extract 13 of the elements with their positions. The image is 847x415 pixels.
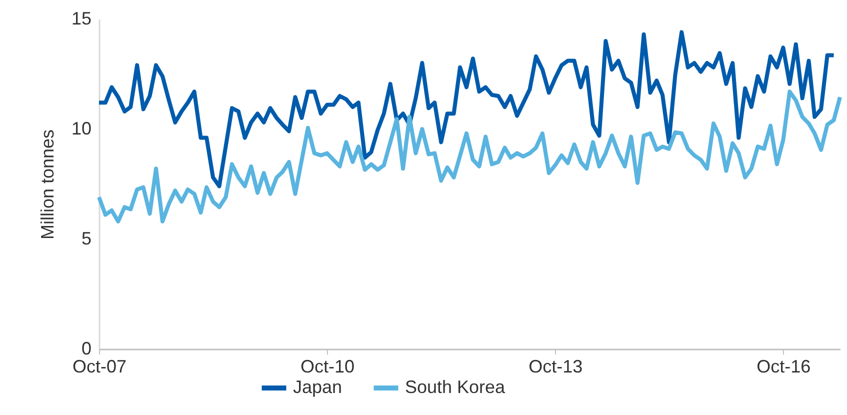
y-tick-label: 10 <box>71 118 92 138</box>
x-tick-label: Oct-07 <box>72 356 127 376</box>
x-tick-label: Oct-13 <box>528 356 583 376</box>
y-tick-label: 5 <box>81 228 92 248</box>
x-tick-label: Oct-16 <box>756 356 811 376</box>
y-tick-label: 0 <box>81 338 92 358</box>
legend-label: South Korea <box>405 377 506 397</box>
y-axis-title: Million tonnes <box>37 129 58 240</box>
line-series <box>97 30 836 188</box>
y-tick-label: 15 <box>71 8 92 28</box>
legend-label: Japan <box>293 377 342 397</box>
x-tick-label: Oct-10 <box>300 356 355 376</box>
line-series <box>97 90 842 224</box>
